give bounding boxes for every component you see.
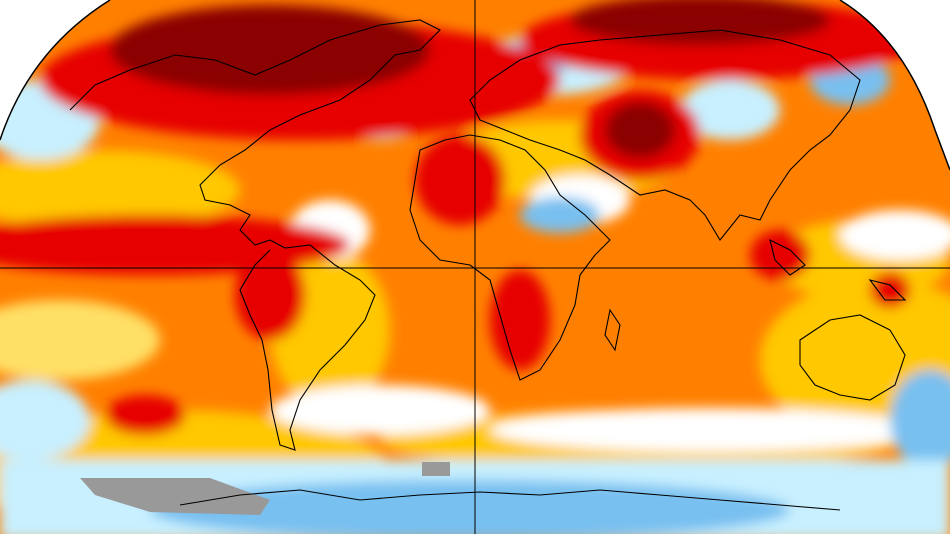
coast-new-guinea	[868, 279, 907, 301]
no-data-antarctic-west	[80, 478, 270, 515]
region-central-asia-cool	[680, 80, 780, 140]
region-indonesia-red	[750, 230, 810, 280]
coast-north-america	[69, 19, 441, 249]
region-southeast-pacific-cool	[890, 370, 950, 470]
globe-edge-right	[839, 0, 950, 171]
region-atlantic-north-yellow	[0, 150, 240, 230]
region-amazon-red	[235, 250, 305, 340]
region-central-pacific-white	[840, 210, 950, 260]
globe-edge-left	[0, 0, 111, 141]
region-south-pacific-red	[105, 395, 185, 435]
coast-antarctica	[179, 489, 841, 511]
region-northwest-africa-red	[415, 135, 505, 225]
no-data-patch	[422, 462, 450, 476]
region-central-asia-extreme	[605, 102, 675, 158]
region-pacific-pale	[0, 300, 160, 380]
region-southern-africa-red	[490, 270, 550, 370]
coastlines	[69, 19, 907, 511]
coast-eurasia	[469, 29, 861, 241]
region-southern-indian-white	[490, 408, 930, 452]
region-south-pacific-cool	[0, 380, 90, 460]
coast-south-america	[239, 244, 376, 451]
coast-africa	[409, 134, 611, 381]
coast-australia	[799, 314, 906, 401]
coast-madagascar	[604, 308, 621, 352]
region-south-atlantic-white	[270, 385, 490, 435]
region-red-sea-cool	[520, 197, 600, 233]
region-canada-arctic-extreme	[110, 5, 430, 95]
coast-borneo	[769, 238, 806, 276]
region-north-siberia-extreme	[570, 0, 830, 45]
region-new-guinea-red	[870, 272, 910, 308]
region-antarctica-interior-cool	[150, 480, 790, 534]
